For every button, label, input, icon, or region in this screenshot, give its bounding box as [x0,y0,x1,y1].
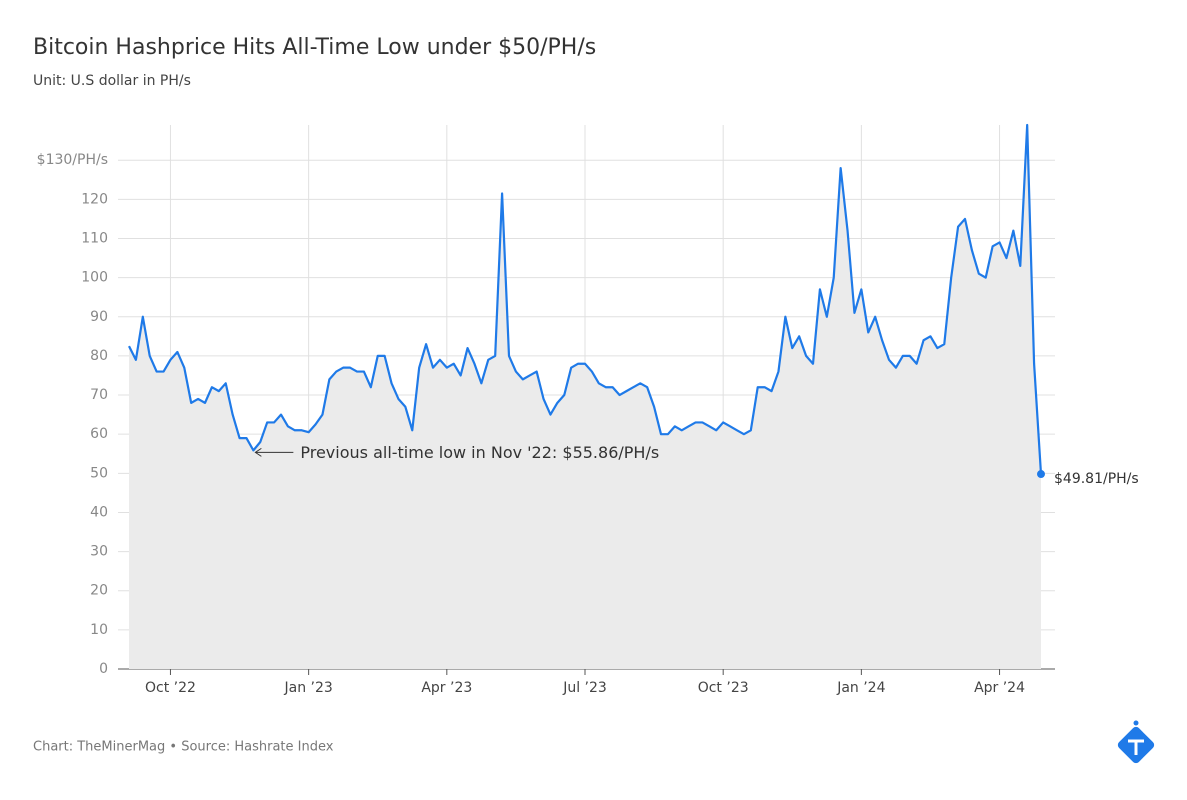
x-tick-label: Jan ’24 [836,680,885,696]
y-tick-label: 50 [90,465,108,481]
annotation-arrow [254,447,294,457]
y-tick-label: 110 [81,230,108,246]
y-tick-label: 0 [99,661,108,677]
chart-subtitle: Unit: U.S dollar in PH/s [33,73,191,89]
y-tick-label: 90 [90,309,108,325]
end-point [1037,470,1045,479]
x-tick-label: Apr ’23 [421,680,472,696]
x-tick-label: Jan ’23 [283,680,332,696]
y-tick-label: 10 [90,622,108,638]
y-tick-label: 60 [90,426,108,442]
source: Chart: TheMinerMag • Source: Hashrate In… [33,740,334,755]
logo [1117,720,1155,764]
y-tick-label: 120 [81,191,108,207]
y-tick-label: 20 [90,583,108,599]
x-tick-label: Jul ’23 [562,680,607,696]
x-tick-label: Oct ’23 [698,680,749,696]
y-tick-label: 100 [81,270,108,286]
chart-title: Bitcoin Hashprice Hits All-Time Low unde… [33,35,596,60]
x-tick-label: Apr ’24 [974,680,1025,696]
y-tick-label: $130/PH/s [37,152,108,168]
annotation: Previous all-time low in Nov '22: $55.86… [300,443,659,462]
line [128,123,1043,475]
y-tick-label: 70 [90,387,108,403]
y-tick-label: 80 [90,348,108,364]
y-tick-label: 40 [90,504,108,520]
data-label: $49.81/PH/s [1054,471,1139,487]
y-tick-label: 30 [90,544,108,560]
area [129,125,1041,669]
x-tick-label: Oct ’22 [145,680,196,696]
